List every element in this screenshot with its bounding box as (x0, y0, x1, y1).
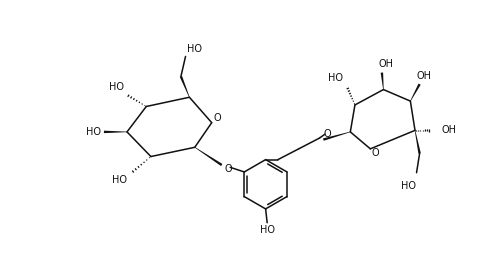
Polygon shape (410, 83, 421, 101)
Text: HO: HO (401, 181, 416, 191)
Polygon shape (323, 132, 350, 141)
Polygon shape (180, 76, 190, 97)
Polygon shape (381, 73, 384, 90)
Text: OH: OH (441, 125, 456, 135)
Text: O: O (324, 129, 331, 139)
Polygon shape (415, 130, 421, 154)
Polygon shape (104, 131, 127, 133)
Text: HO: HO (187, 44, 202, 54)
Polygon shape (194, 147, 222, 166)
Text: O: O (224, 164, 231, 174)
Text: HO: HO (328, 73, 343, 83)
Text: OH: OH (378, 59, 393, 69)
Text: HO: HO (112, 175, 127, 186)
Text: HO: HO (260, 226, 275, 236)
Text: HO: HO (86, 127, 101, 137)
Text: O: O (372, 148, 380, 158)
Text: HO: HO (109, 82, 124, 92)
Text: OH: OH (417, 71, 432, 81)
Text: O: O (213, 113, 221, 123)
